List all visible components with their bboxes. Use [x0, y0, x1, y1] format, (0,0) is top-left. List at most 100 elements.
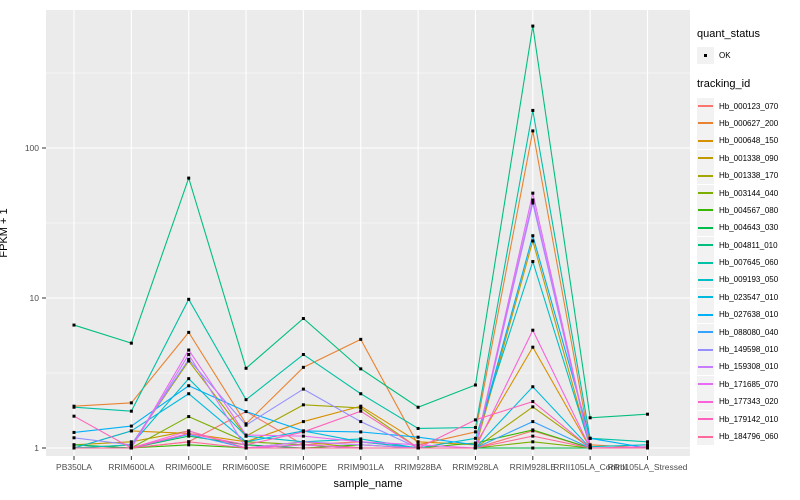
- data-point: [301, 365, 305, 369]
- data-point: [244, 433, 248, 437]
- legend-key-line: [698, 139, 713, 142]
- legend-entry-Hb_001338_170: Hb_001338_170: [697, 167, 800, 185]
- legend-key-line: [698, 383, 713, 386]
- data-point: [244, 443, 248, 447]
- legend-entry-Hb_009193_050: Hb_009193_050: [697, 271, 800, 289]
- data-point: [187, 415, 191, 419]
- legend-key-box: [697, 167, 714, 185]
- data-point: [359, 446, 363, 450]
- x-tick-label: RRIM928LE: [510, 462, 557, 472]
- data-point: [187, 429, 191, 433]
- legend-key-box: [697, 114, 714, 132]
- legend-key-box: [697, 271, 714, 289]
- data-point: [416, 440, 420, 444]
- data-point: [531, 440, 535, 444]
- legend-key-line: [698, 278, 713, 281]
- data-point: [187, 434, 191, 438]
- legend-entry-Hb_004811_010: Hb_004811_010: [697, 236, 800, 254]
- data-point: [359, 430, 363, 434]
- legend-entry-Hb_023547_010: Hb_023547_010: [697, 288, 800, 306]
- data-point: [129, 440, 133, 444]
- data-point: [416, 426, 420, 430]
- legend-entry-label: Hb_023547_010: [719, 292, 779, 302]
- data-point: [531, 428, 535, 432]
- data-point: [473, 436, 477, 440]
- legend-entry-label: Hb_171685_070: [719, 379, 779, 389]
- y-tick-label: 10: [30, 293, 40, 303]
- legend-entry-label: Hb_177343_020: [719, 397, 779, 407]
- data-point: [129, 401, 133, 405]
- data-point: [244, 398, 248, 402]
- data-point: [359, 420, 363, 424]
- legend-key-line: [698, 105, 713, 108]
- legend-key-box: [697, 306, 714, 324]
- y-tick-label: 100: [25, 143, 39, 153]
- data-point: [473, 443, 477, 447]
- legend-key-box: [697, 410, 714, 428]
- legend-entry-Hb_004643_030: Hb_004643_030: [697, 219, 800, 237]
- legend-key-line: [698, 157, 713, 160]
- data-point: [72, 446, 76, 450]
- data-point: [187, 377, 191, 381]
- legend-entry-Hb_001338_090: Hb_001338_090: [697, 149, 800, 167]
- legend-key-box: [697, 201, 714, 219]
- data-point: [531, 434, 535, 438]
- data-point: [301, 420, 305, 424]
- data-point: [531, 201, 535, 205]
- legend-entry-label: Hb_027638_010: [719, 310, 779, 320]
- y-tick-label: 1: [34, 443, 39, 453]
- legend-entry-Hb_004567_080: Hb_004567_080: [697, 201, 800, 219]
- data-point: [646, 446, 649, 450]
- data-point: [301, 430, 305, 434]
- legend-entry-label: Hb_149598_010: [719, 345, 779, 355]
- data-point: [301, 403, 305, 407]
- legend-key-line: [698, 435, 713, 438]
- legend-entry-Hb_159308_010: Hb_159308_010: [697, 358, 800, 376]
- legend-entry-label: Hb_001338_090: [719, 153, 779, 163]
- data-point: [301, 443, 305, 447]
- data-point: [531, 405, 535, 409]
- data-point: [588, 446, 592, 450]
- legend-key-line: [698, 313, 713, 316]
- data-point: [531, 108, 535, 112]
- data-point: [129, 443, 133, 447]
- legend-key-line: [698, 418, 713, 421]
- x-tick-label: RRIM600SE: [222, 462, 270, 472]
- data-point: [359, 337, 363, 341]
- legend-key-line: [698, 331, 713, 334]
- legend-key-box: [697, 236, 714, 254]
- data-point: [531, 198, 535, 202]
- data-point: [531, 239, 535, 243]
- legend-entry-label: Hb_004567_080: [719, 205, 779, 215]
- data-point: [301, 353, 305, 357]
- legend-entry-label: Hb_000648_150: [719, 136, 779, 146]
- legend-key-line: [698, 244, 713, 247]
- data-point: [473, 425, 477, 429]
- legend-key-line: [698, 226, 713, 229]
- legend-key-box: [697, 341, 714, 359]
- data-point: [531, 345, 535, 349]
- legend-entry-label: Hb_159308_010: [719, 362, 779, 372]
- legend-key-line: [698, 400, 713, 403]
- legend-title-quant-status: quant_status: [697, 28, 760, 40]
- data-point: [531, 400, 535, 404]
- data-point: [72, 430, 76, 434]
- data-point: [72, 436, 76, 440]
- legend-entry-label: Hb_184796_060: [719, 432, 779, 441]
- legend-key-line: [698, 261, 713, 264]
- x-tick-label: RRIM600LA: [108, 462, 155, 472]
- legend-key-line: [698, 174, 713, 177]
- legend-entry-label: Hb_179142_010: [719, 414, 779, 424]
- data-point: [416, 446, 420, 450]
- data-point: [359, 409, 363, 413]
- data-point: [473, 441, 477, 445]
- legend-key-box: [697, 184, 714, 202]
- legend-entry-label: Hb_003144_040: [719, 188, 779, 198]
- legend-key-box: [697, 288, 714, 306]
- point-icon: [704, 54, 707, 58]
- legend-entry-Hb_149598_010: Hb_149598_010: [697, 341, 800, 359]
- legend-entry-Hb_000123_070: Hb_000123_070: [697, 97, 800, 115]
- data-point: [646, 443, 649, 447]
- data-point: [72, 414, 76, 418]
